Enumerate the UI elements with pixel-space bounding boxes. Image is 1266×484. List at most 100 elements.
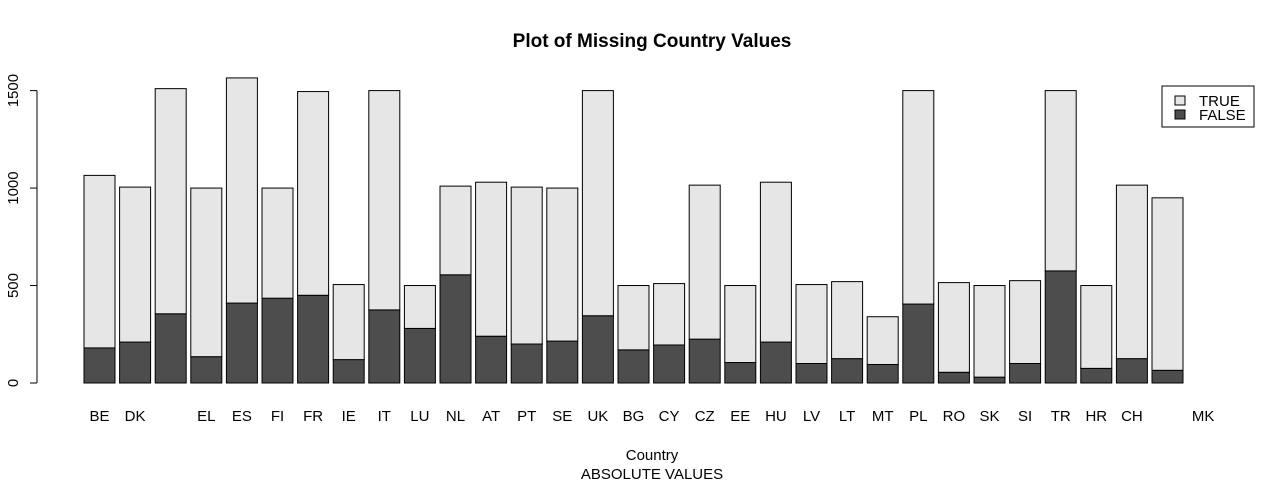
bar-true-19 bbox=[759, 181, 792, 343]
bar-true-21 bbox=[831, 281, 864, 360]
x-tick-label: CH bbox=[1121, 408, 1143, 425]
x-tick-label: CZ bbox=[695, 408, 715, 425]
x-tick-label: TR bbox=[1051, 408, 1071, 425]
x-tick-label: UK bbox=[587, 408, 608, 425]
x-tick-label: HU bbox=[765, 408, 787, 425]
x-tick-label: RO bbox=[943, 408, 966, 425]
x-tick-label: BG bbox=[623, 408, 645, 425]
legend-swatch-false bbox=[1174, 109, 1186, 120]
chart-title: Plot of Missing Country Values bbox=[513, 31, 792, 52]
x-tick-label: AT bbox=[482, 408, 500, 425]
legend-box bbox=[1161, 85, 1255, 128]
bar-false-16 bbox=[653, 344, 686, 384]
bar-false-23 bbox=[902, 303, 935, 384]
bar-false-14 bbox=[581, 315, 614, 384]
bar-true-26 bbox=[1009, 280, 1042, 365]
y-tick-label: 1500 bbox=[5, 74, 22, 107]
bar-group bbox=[83, 77, 1184, 384]
bar-true-18 bbox=[724, 285, 757, 364]
x-tick-label: EL bbox=[197, 408, 215, 425]
bar-true-22 bbox=[866, 316, 899, 365]
x-tick-label: FR bbox=[303, 408, 323, 425]
bar-true-10 bbox=[439, 185, 472, 276]
x-tick-label: SK bbox=[979, 408, 999, 425]
bar-false-29 bbox=[1115, 358, 1148, 384]
x-tick-label: SI bbox=[1018, 408, 1032, 425]
legend-label-false: FALSE bbox=[1199, 107, 1246, 124]
bar-false-10 bbox=[439, 274, 472, 384]
bar-false-21 bbox=[831, 358, 864, 384]
bar-true-5 bbox=[261, 187, 294, 299]
bar-true-7 bbox=[332, 284, 365, 361]
bar-true-8 bbox=[368, 90, 401, 311]
bar-true-1 bbox=[119, 186, 152, 343]
chart-subtitle: ABSOLUTE VALUES bbox=[581, 466, 723, 483]
bar-false-17 bbox=[688, 338, 721, 384]
bar-true-12 bbox=[510, 186, 543, 345]
x-tick-label: CY bbox=[659, 408, 680, 425]
y-axis: 0 500 1000 1500 bbox=[5, 74, 38, 387]
x-tick-label: LU bbox=[410, 408, 429, 425]
x-tick-label: SE bbox=[552, 408, 572, 425]
bar-true-2 bbox=[154, 88, 187, 315]
x-tick-label: DK bbox=[125, 408, 146, 425]
bar-true-20 bbox=[795, 284, 828, 365]
bar-true-15 bbox=[617, 285, 650, 351]
bar-false-4 bbox=[225, 302, 258, 384]
legend-swatch-true bbox=[1174, 95, 1186, 106]
bar-true-4 bbox=[225, 77, 258, 304]
bar-false-18 bbox=[724, 362, 757, 384]
bar-false-11 bbox=[475, 335, 508, 384]
x-tick-label: MK bbox=[1192, 408, 1215, 425]
x-tick-labels: BE DK EL ES FI FR IE IT LU NL AT PT SE UK BG CY CZ EE HU LV… bbox=[89, 408, 1214, 425]
bar-false-22 bbox=[866, 363, 899, 384]
x-tick-label: LV bbox=[803, 408, 820, 425]
x-tick-label: PL bbox=[909, 408, 927, 425]
x-tick-label: FI bbox=[271, 408, 284, 425]
bar-false-9 bbox=[403, 327, 436, 384]
x-tick-label: IE bbox=[342, 408, 356, 425]
bar-false-24 bbox=[937, 371, 970, 384]
bar-true-0 bbox=[83, 174, 116, 349]
x-tick-label: MT bbox=[872, 408, 894, 425]
legend-label-true: TRUE bbox=[1199, 93, 1240, 110]
bar-true-23 bbox=[902, 90, 935, 305]
bar-true-9 bbox=[403, 285, 436, 329]
x-tick-label: LT bbox=[839, 408, 855, 425]
x-tick-label: BE bbox=[89, 408, 109, 425]
bar-true-28 bbox=[1080, 285, 1113, 369]
x-tick-label: EE bbox=[730, 408, 750, 425]
bar-true-25 bbox=[973, 285, 1006, 378]
bar-true-16 bbox=[653, 283, 686, 346]
bar-false-26 bbox=[1009, 363, 1042, 384]
bar-false-30 bbox=[1151, 369, 1184, 384]
bar-true-27 bbox=[1044, 90, 1077, 272]
bar-false-13 bbox=[546, 340, 579, 384]
bar-true-11 bbox=[475, 181, 508, 337]
bar-false-20 bbox=[795, 363, 828, 384]
bar-true-13 bbox=[546, 187, 579, 342]
bar-false-6 bbox=[297, 294, 330, 384]
bar-false-3 bbox=[190, 356, 223, 384]
bar-false-2 bbox=[154, 313, 187, 384]
bar-true-14 bbox=[581, 90, 614, 317]
bar-false-15 bbox=[617, 349, 650, 384]
x-axis-label: Country bbox=[626, 447, 679, 464]
legend: TRUE FALSE bbox=[1161, 85, 1255, 128]
bar-false-1 bbox=[119, 341, 152, 384]
bar-false-5 bbox=[261, 297, 294, 384]
bar-true-29 bbox=[1115, 184, 1148, 360]
bar-false-8 bbox=[368, 309, 401, 384]
bar-true-17 bbox=[688, 184, 721, 340]
bar-false-12 bbox=[510, 343, 543, 384]
x-tick-label: IT bbox=[378, 408, 391, 425]
x-tick-label: PT bbox=[517, 408, 536, 425]
bar-true-3 bbox=[190, 187, 223, 358]
bar-false-28 bbox=[1080, 367, 1113, 384]
bar-false-27 bbox=[1044, 270, 1077, 384]
bar-false-0 bbox=[83, 347, 116, 384]
bar-true-6 bbox=[297, 91, 330, 296]
bar-true-24 bbox=[937, 282, 970, 373]
x-tick-label: HR bbox=[1085, 408, 1107, 425]
